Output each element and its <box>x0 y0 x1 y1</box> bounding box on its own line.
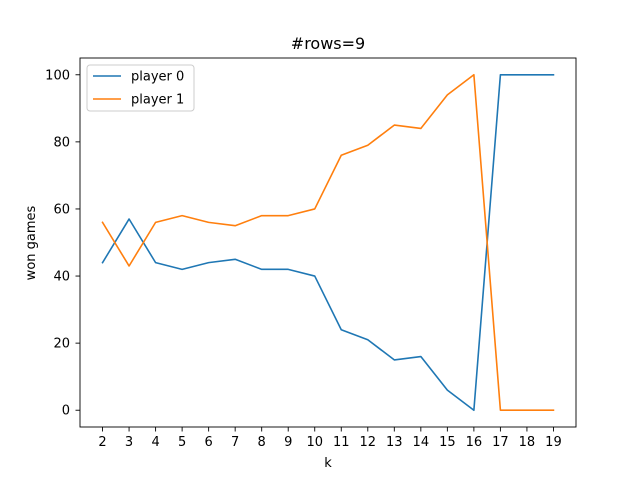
x-tick-label: 15 <box>439 435 456 450</box>
x-tick-label: 17 <box>492 435 509 450</box>
x-tick-label: 19 <box>545 435 562 450</box>
x-tick-label: 14 <box>413 435 430 450</box>
y-tick-label: 100 <box>45 68 70 83</box>
x-tick-label: 8 <box>258 435 266 450</box>
y-tick-label: 80 <box>53 135 70 150</box>
y-tick-label: 0 <box>62 404 70 419</box>
legend-label-0: player 0 <box>131 70 184 85</box>
x-tick-label: 16 <box>466 435 483 450</box>
y-tick-label: 20 <box>53 337 70 352</box>
series-line-0 <box>101 73 555 412</box>
x-tick-label: 3 <box>125 435 133 450</box>
x-tick-label: 9 <box>284 435 292 450</box>
y-tick-label: 40 <box>53 270 70 285</box>
x-axis-label: k <box>324 456 332 471</box>
x-tick-label: 18 <box>519 435 536 450</box>
series-line-1 <box>101 73 555 412</box>
chart-title: #rows=9 <box>291 34 365 53</box>
y-axis-label: won games <box>24 205 39 280</box>
y-tick-label: 60 <box>53 202 70 217</box>
x-tick-label: 7 <box>231 435 239 450</box>
x-tick-label: 10 <box>306 435 323 450</box>
x-tick-label: 2 <box>98 435 106 450</box>
x-tick-label: 11 <box>333 435 350 450</box>
plot-area: 2 3 4 5 6 7 8 9 10 11 12 13 14 15 16 17 18 19 0 20 40 60 80 100 <box>45 57 577 450</box>
x-tick-label: 13 <box>386 435 403 450</box>
legend: player 0 player 1 <box>86 64 195 112</box>
x-tick-label: 4 <box>151 435 159 450</box>
x-tick-label: 12 <box>360 435 377 450</box>
axes-frame <box>79 57 577 428</box>
x-tick-label: 6 <box>205 435 213 450</box>
legend-label-1: player 1 <box>131 93 184 108</box>
x-tick-label: 5 <box>178 435 186 450</box>
